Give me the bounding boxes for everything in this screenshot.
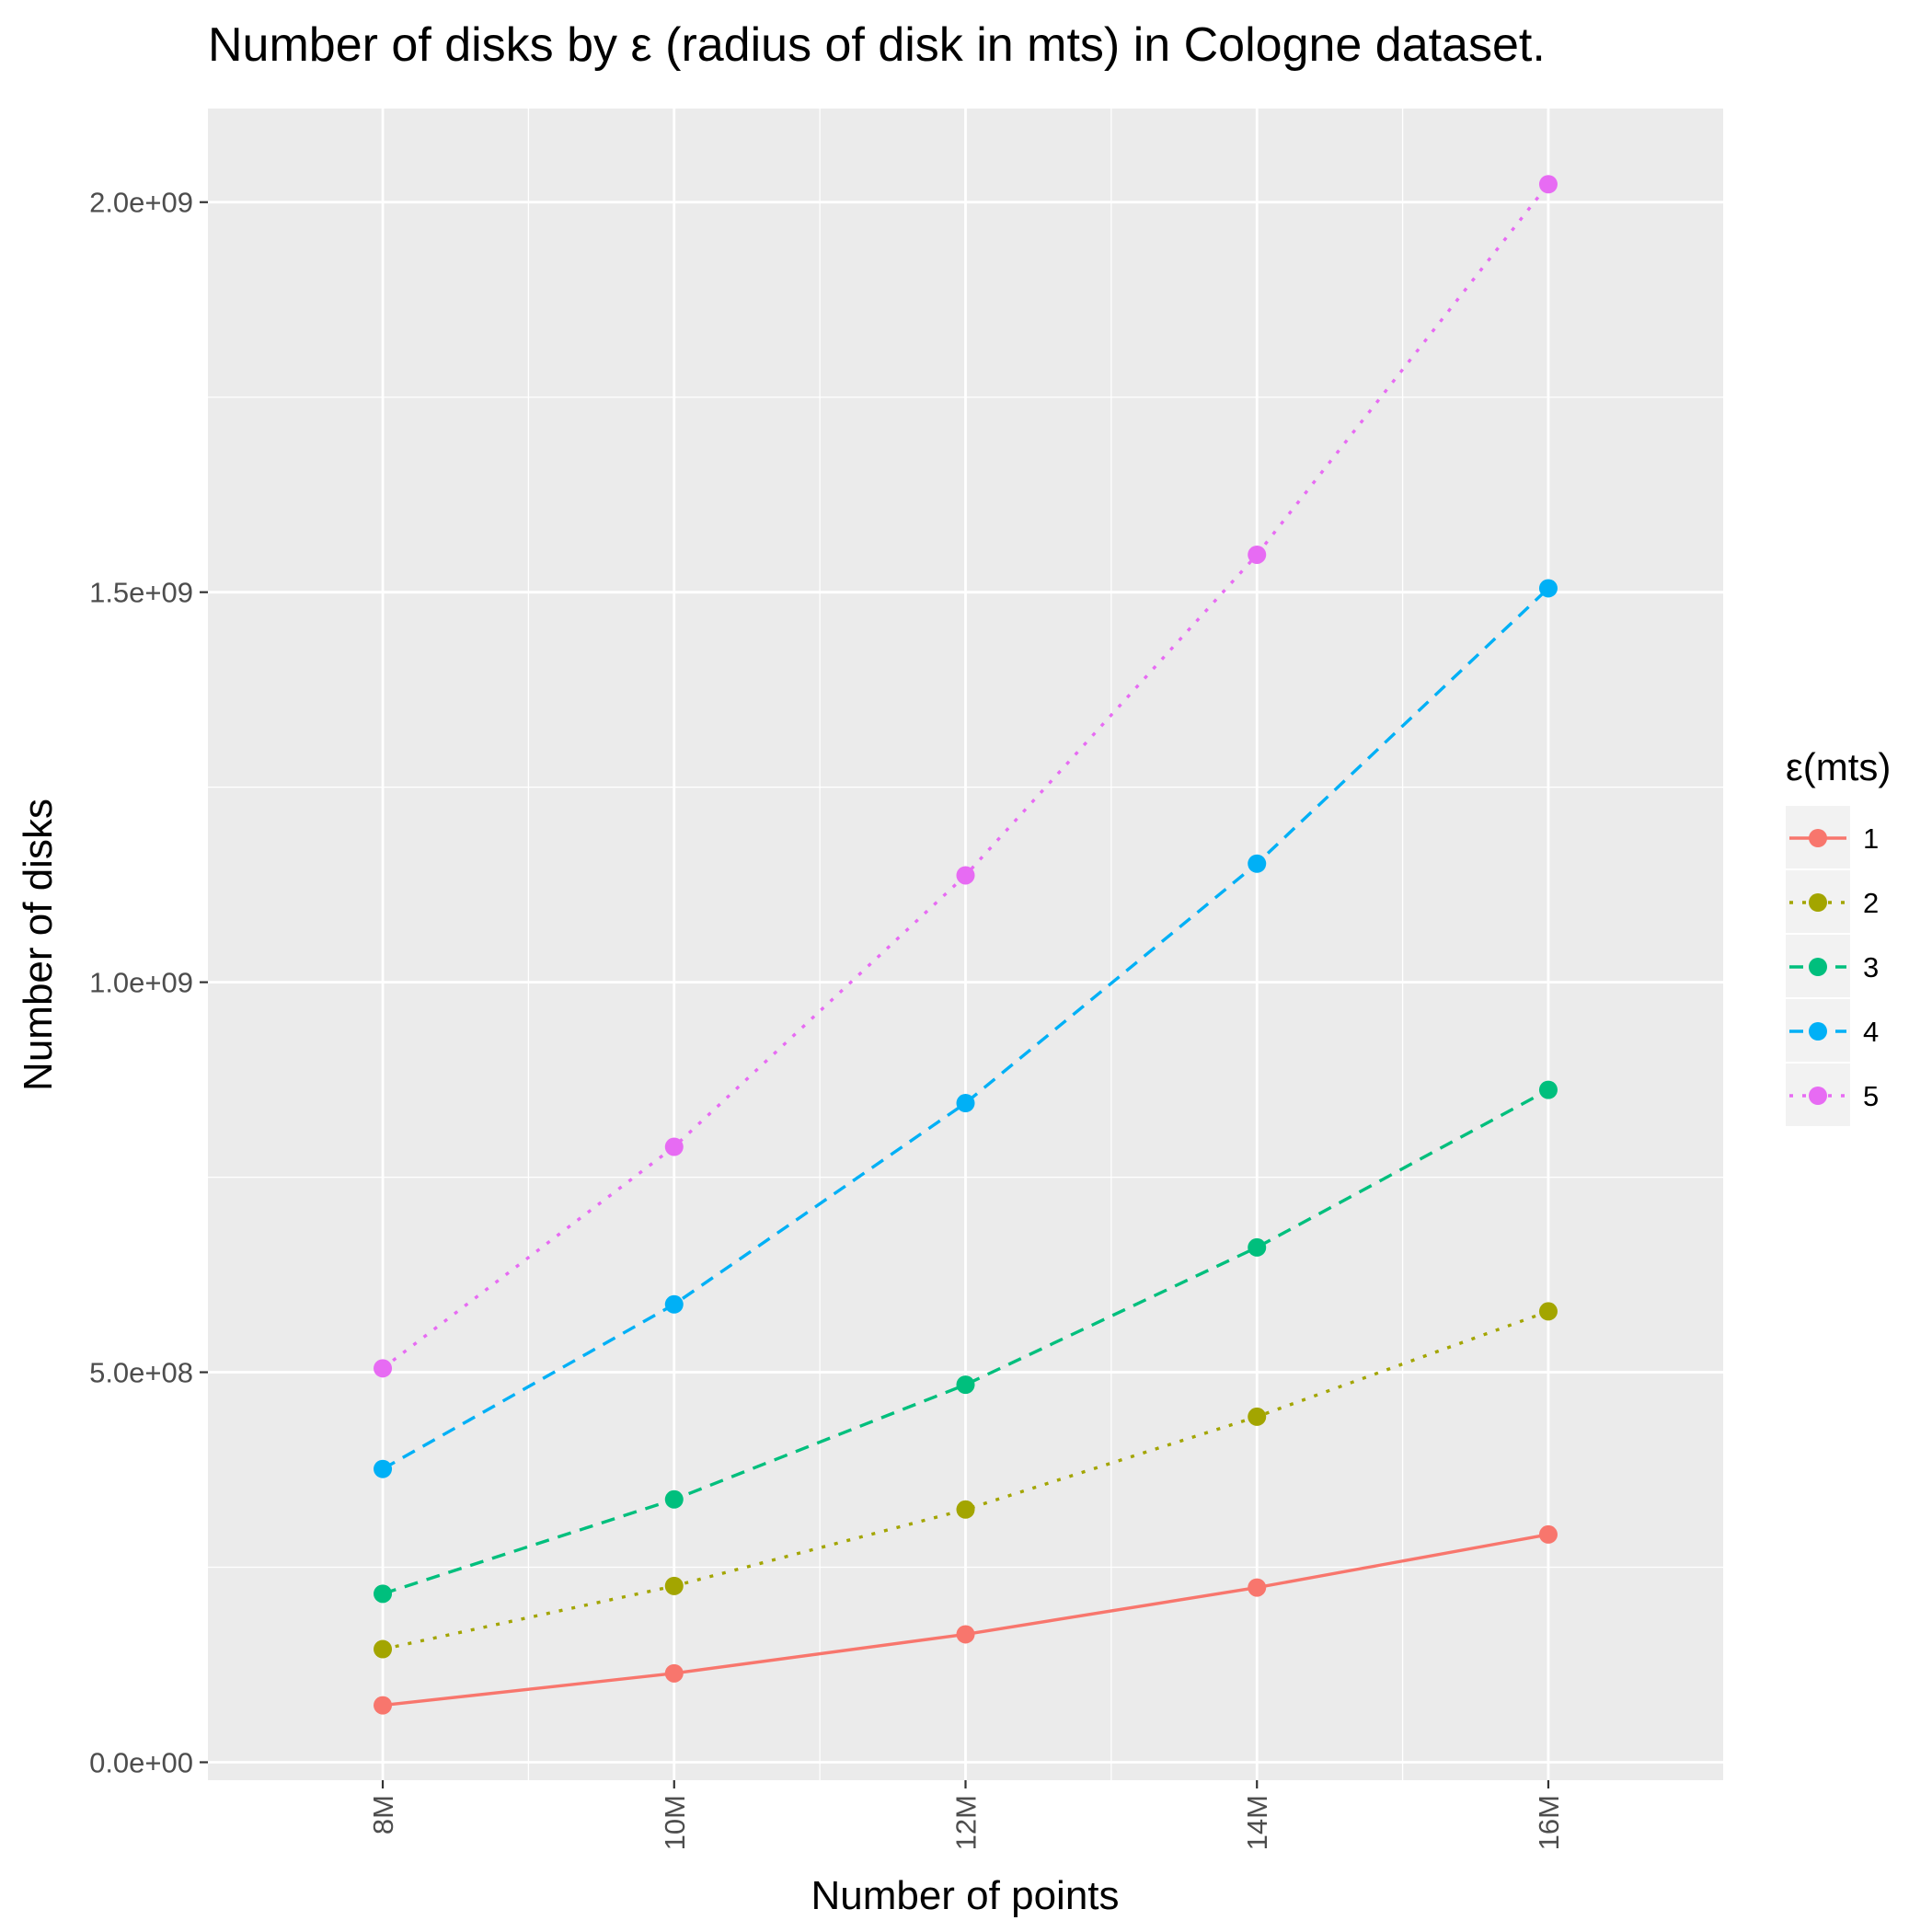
data-point-series-1 [374,1696,393,1715]
x-tick-label: 10M [659,1795,691,1850]
legend-key-point-4 [1809,1022,1827,1041]
data-point-series-2 [664,1576,684,1595]
legend-items: 1 2 3 4 5 [1786,806,1879,1126]
data-point-series-1 [664,1663,684,1683]
y-tick-label: 0.0e+00 [89,1746,193,1778]
x-axis: 8M 10M 12M 14M 16M [367,1780,1565,1850]
data-point-series-5 [664,1137,684,1156]
data-point-series-5 [1248,545,1267,564]
x-tick-label: 14M [1241,1795,1273,1850]
series-line-4 [382,587,1550,1471]
data-point-series-4 [374,1459,393,1478]
y-axis: 0.0e+00 5.0e+08 1.0e+09 1.5e+09 2.0e+09 [89,187,208,1778]
legend-key-point-3 [1809,958,1827,976]
data-point-series-4 [664,1294,684,1314]
legend: ε(mts) 1 2 3 4 5 [1786,745,1891,1126]
y-tick-label: 1.0e+09 [89,967,193,999]
data-point-series-1 [1538,1524,1558,1544]
legend-key-point-1 [1809,829,1827,847]
data-point-series-3 [374,1584,393,1604]
data-point-series-3 [1538,1080,1558,1099]
data-point-series-2 [1248,1407,1267,1426]
x-tick-label: 12M [950,1795,983,1850]
y-tick-label: 1.5e+09 [89,577,193,609]
x-axis-title: Number of points [811,1873,1119,1918]
legend-label-3: 3 [1863,951,1879,983]
data-point-series-2 [374,1639,393,1659]
y-axis-title: Number of disks [16,799,61,1091]
major-gridlines [208,109,1723,1780]
data-point-series-5 [956,866,975,885]
series-points [374,175,1558,1715]
legend-title: ε(mts) [1786,745,1891,788]
legend-label-5: 5 [1863,1080,1879,1112]
data-point-series-2 [1538,1302,1558,1321]
data-point-series-2 [956,1500,975,1519]
data-point-series-1 [956,1625,975,1644]
data-point-series-5 [1538,175,1558,194]
series-line-5 [381,183,1550,1370]
chart-title: Number of disks by ε (radius of disk in … [208,18,1546,72]
x-tick-label: 16M [1533,1795,1565,1850]
data-point-series-4 [1248,854,1267,873]
y-tick-label: 5.0e+08 [89,1357,193,1389]
legend-label-1: 1 [1863,822,1879,855]
data-point-series-4 [1538,579,1558,598]
data-point-series-4 [956,1094,975,1113]
data-point-series-5 [374,1359,393,1378]
legend-key-point-5 [1809,1087,1827,1105]
legend-key-point-2 [1809,893,1827,912]
data-point-series-3 [664,1489,684,1509]
data-point-series-1 [1248,1578,1267,1597]
legend-label-2: 2 [1863,887,1879,919]
legend-label-4: 4 [1863,1016,1879,1048]
data-point-series-3 [956,1375,975,1395]
y-tick-label: 2.0e+09 [89,187,193,219]
data-point-series-3 [1248,1237,1267,1257]
x-tick-label: 8M [367,1795,399,1834]
